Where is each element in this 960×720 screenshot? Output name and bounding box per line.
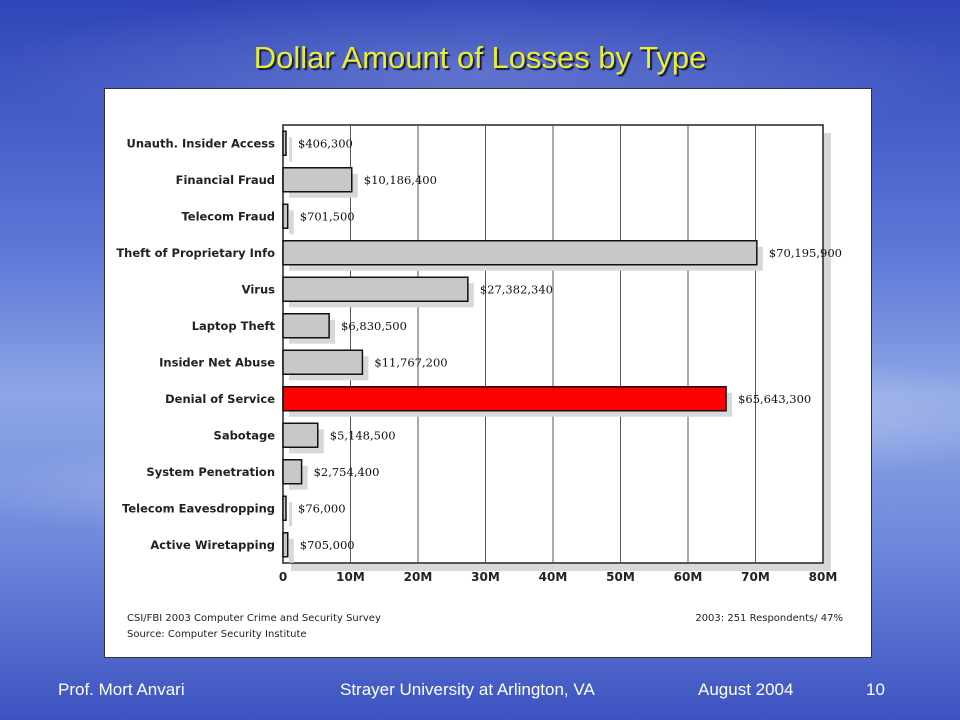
- bar: [282, 167, 353, 193]
- data-label: $701,500: [300, 209, 355, 223]
- bar: [282, 130, 287, 156]
- footer-institution: Strayer University at Arlington, VA: [340, 680, 595, 699]
- bar: [282, 422, 319, 448]
- category-label: Financial Fraud: [176, 173, 275, 187]
- bar: [282, 386, 727, 412]
- bar: [282, 495, 287, 521]
- bar: [282, 240, 758, 266]
- data-label: $10,186,400: [364, 173, 437, 187]
- bar-shadow: [289, 210, 294, 235]
- respondents-note: 2003: 251 Respondents/ 47%: [695, 613, 843, 624]
- bar: [282, 313, 330, 339]
- category-label: Active Wiretapping: [150, 538, 275, 552]
- category-label: Telecom Fraud: [181, 209, 275, 223]
- data-label: $5,148,500: [330, 428, 396, 442]
- category-label: Virus: [242, 282, 275, 296]
- bar: [282, 203, 289, 229]
- bar-shadow: [289, 137, 292, 162]
- x-tick-label: 40M: [539, 570, 568, 584]
- x-tick-label: 0: [279, 570, 287, 584]
- data-label: $65,643,300: [738, 392, 811, 406]
- source-line-2: Source: Computer Security Institute: [127, 629, 307, 640]
- data-label: $705,000: [300, 538, 355, 552]
- data-label: $2,754,400: [314, 465, 380, 479]
- bar: [282, 532, 289, 558]
- x-tick-label: 60M: [674, 570, 703, 584]
- x-tick-label: 70M: [741, 570, 770, 584]
- category-label: Telecom Eavesdropping: [122, 501, 275, 515]
- category-label: Sabotage: [214, 428, 276, 442]
- bar: [282, 276, 469, 302]
- data-label: $6,830,500: [341, 319, 407, 333]
- category-label: Unauth. Insider Access: [126, 136, 275, 150]
- source-line-1: CSI/FBI 2003 Computer Crime and Security…: [127, 613, 381, 624]
- data-label: $70,195,900: [769, 246, 842, 260]
- bar-shadow: [289, 538, 294, 563]
- category-label: System Penetration: [146, 465, 275, 479]
- category-label: Insider Net Abuse: [159, 355, 275, 369]
- footer-author: Prof. Mort Anvari: [58, 680, 185, 699]
- category-label: Denial of Service: [165, 392, 275, 406]
- x-tick-label: 20M: [404, 570, 433, 584]
- footer-date: August 2004: [698, 680, 794, 699]
- data-label: $11,767,200: [374, 355, 447, 369]
- data-label: $406,300: [298, 136, 353, 150]
- x-tick-label: 10M: [336, 570, 365, 584]
- footer-page-number: 10: [866, 680, 885, 699]
- data-label: $27,382,340: [480, 282, 553, 296]
- category-label: Laptop Theft: [192, 319, 276, 333]
- slide-title: Dollar Amount of Losses by Type: [253, 40, 707, 75]
- chart-panel: 0 10M 20M 30M 40M 50M 60M 70M 80M Unauth. Insider…: [104, 88, 872, 658]
- category-label: Theft of Proprietary Info: [116, 246, 275, 260]
- data-label: $76,000: [298, 501, 346, 515]
- bar: [282, 459, 303, 485]
- x-tick-label: 30M: [471, 570, 500, 584]
- losses-bar-chart: 0 10M 20M 30M 40M 50M 60M 70M 80M Unauth. Insider…: [116, 124, 842, 584]
- x-tick-label: 80M: [809, 570, 838, 584]
- x-tick-label: 50M: [606, 570, 635, 584]
- bar-shadow: [289, 502, 292, 527]
- bar: [282, 349, 364, 375]
